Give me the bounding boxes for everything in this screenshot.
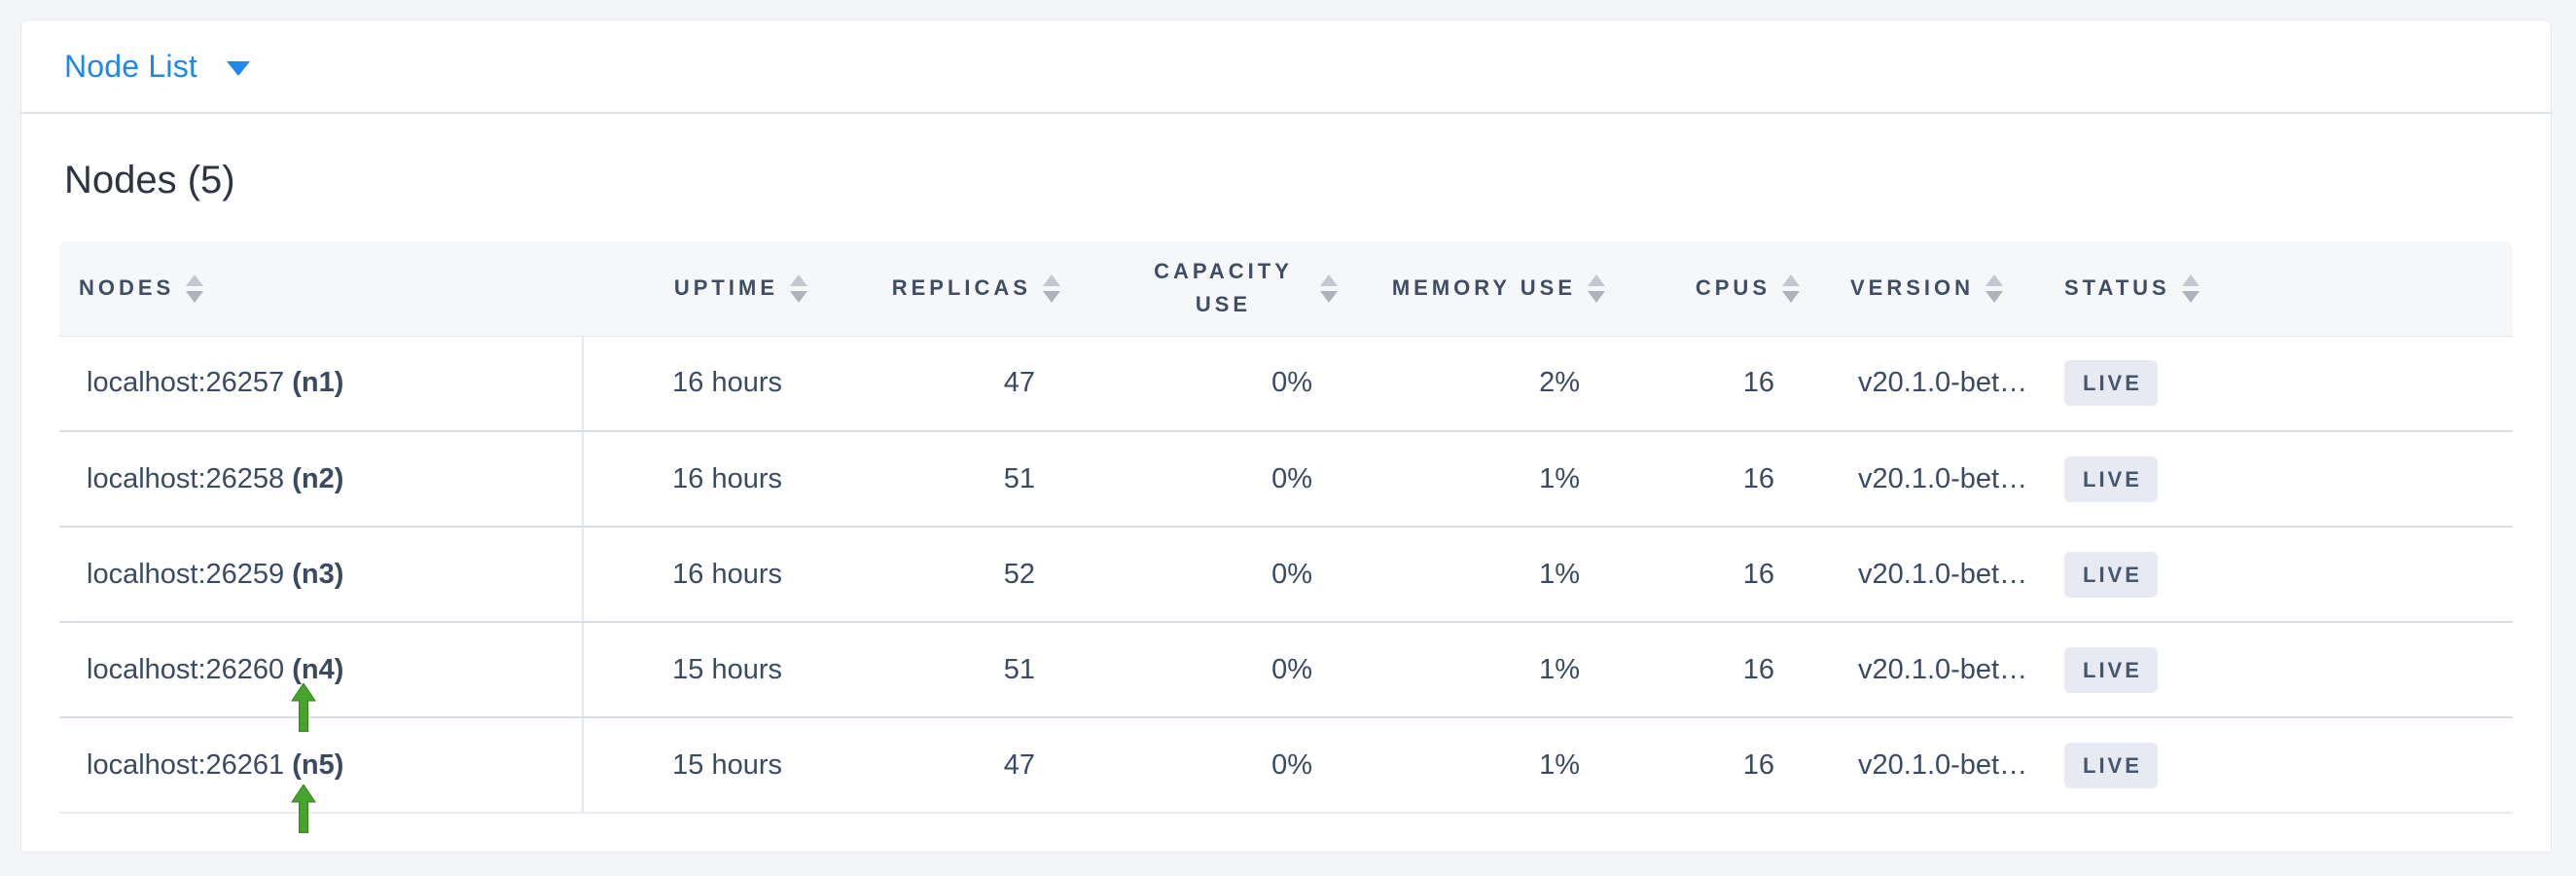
status-badge: LIVE <box>2064 646 2158 693</box>
node-address: localhost:26260 <box>87 653 285 685</box>
uptime-cell: 15 hours <box>583 717 821 814</box>
table-row: localhost:26261 (n5) 15 hours 47 0% 1% 1… <box>59 717 2513 814</box>
replicas-cell: 51 <box>821 622 1074 718</box>
capacity-use-cell: 0% <box>1074 431 1351 528</box>
column-label: REPLICAS <box>891 275 1031 301</box>
version-cell: v20.1.0-bet… <box>1813 622 2057 718</box>
node-address: localhost:26259 <box>87 558 285 590</box>
node-name-cell[interactable]: localhost:26259 (n3) <box>59 527 584 623</box>
replicas-cell: 51 <box>821 431 1074 528</box>
replicas-cell: 52 <box>821 527 1074 623</box>
chevron-down-icon <box>227 60 250 76</box>
version-cell: v20.1.0-bet… <box>1813 717 2057 814</box>
status-badge: LIVE <box>2064 551 2158 598</box>
column-label: CPUS <box>1695 275 1771 301</box>
version-cell: v20.1.0-bet… <box>1813 527 2057 623</box>
node-name-cell[interactable]: localhost:26261 (n5) <box>59 717 584 814</box>
column-header-cpus[interactable]: CPUS <box>1619 241 1813 337</box>
annotation-arrow-n5-icon <box>291 785 316 833</box>
sort-icon[interactable] <box>1986 274 2004 303</box>
memory-use-cell: 2% <box>1351 336 1619 432</box>
node-name-cell[interactable]: localhost:26258 (n2) <box>59 431 584 528</box>
uptime-cell: 16 hours <box>583 527 821 623</box>
annotation-arrow-n4-icon <box>291 683 316 732</box>
column-label: CAPACITY USE <box>1154 259 1293 317</box>
sort-icon[interactable] <box>2181 274 2200 303</box>
node-address: localhost:26261 <box>87 748 285 781</box>
view-selector-bar: Node List <box>20 19 2552 114</box>
capacity-use-cell: 0% <box>1074 527 1351 623</box>
column-label: MEMORY USE <box>1391 275 1576 301</box>
column-header-replicas[interactable]: REPLICAS <box>821 241 1074 337</box>
cpus-cell: 16 <box>1619 336 1813 432</box>
status-badge: LIVE <box>2064 360 2158 407</box>
uptime-cell: 16 hours <box>583 336 821 432</box>
uptime-cell: 16 hours <box>583 431 821 528</box>
column-header-nodes[interactable]: NODES <box>59 241 583 337</box>
uptime-cell: 15 hours <box>583 622 821 718</box>
node-name-cell[interactable]: localhost:26260 (n4) <box>59 622 584 718</box>
nodes-card: Nodes (5) NODES UPTIME <box>20 114 2552 853</box>
column-header-memory-use[interactable]: MEMORY USE <box>1351 241 1619 337</box>
table-header-row: NODES UPTIME REPLICAS <box>59 241 2513 337</box>
status-badge: LIVE <box>2064 742 2158 788</box>
sort-icon[interactable] <box>790 274 807 303</box>
replicas-cell: 47 <box>821 336 1074 432</box>
column-header-status[interactable]: STATUS <box>2057 241 2513 337</box>
node-id: (n4) <box>292 653 344 685</box>
sort-icon[interactable] <box>1320 274 1338 303</box>
node-address: localhost:26257 <box>87 367 285 399</box>
column-header-uptime[interactable]: UPTIME <box>583 241 821 337</box>
column-header-version[interactable]: VERSION <box>1813 241 2057 337</box>
node-name-cell[interactable]: localhost:26257 (n1) <box>59 336 584 432</box>
memory-use-cell: 1% <box>1351 527 1619 623</box>
table-row: localhost:26259 (n3) 16 hours 52 0% 1% 1… <box>59 527 2513 623</box>
column-label: STATUS <box>2064 275 2170 301</box>
column-label: UPTIME <box>673 275 778 301</box>
cpus-cell: 16 <box>1619 527 1813 623</box>
node-id: (n3) <box>292 558 344 590</box>
replicas-cell: 47 <box>821 717 1074 814</box>
sort-icon[interactable] <box>1782 274 1800 303</box>
column-label: VERSION <box>1850 275 1975 301</box>
capacity-use-cell: 0% <box>1074 336 1351 432</box>
node-id: (n5) <box>292 748 344 781</box>
status-badge: LIVE <box>2064 456 2158 502</box>
memory-use-cell: 1% <box>1351 717 1619 814</box>
node-list-dropdown-label: Node List <box>64 48 197 84</box>
page-title: Nodes (5) <box>64 159 235 201</box>
node-list-dropdown[interactable]: Node List <box>64 49 250 85</box>
node-address: localhost:26258 <box>87 462 285 494</box>
cpus-cell: 16 <box>1619 717 1813 814</box>
table-row: localhost:26260 (n4) 15 hours 51 0% 1% 1… <box>59 622 2513 718</box>
nodes-table: NODES UPTIME REPLICAS <box>59 241 2513 814</box>
capacity-use-cell: 0% <box>1074 717 1351 814</box>
memory-use-cell: 1% <box>1351 431 1619 528</box>
version-cell: v20.1.0-bet… <box>1813 431 2057 528</box>
cpus-cell: 16 <box>1619 622 1813 718</box>
status-cell: LIVE <box>2057 717 2513 814</box>
sort-icon[interactable] <box>186 274 204 303</box>
column-header-capacity-use[interactable]: CAPACITY USE <box>1074 241 1351 337</box>
capacity-use-cell: 0% <box>1074 622 1351 718</box>
cpus-cell: 16 <box>1619 431 1813 528</box>
column-label: NODES <box>79 275 175 301</box>
status-cell: LIVE <box>2057 622 2513 718</box>
status-cell: LIVE <box>2057 431 2513 528</box>
status-cell: LIVE <box>2057 527 2513 623</box>
memory-use-cell: 1% <box>1351 622 1619 718</box>
node-id: (n2) <box>292 462 344 494</box>
status-cell: LIVE <box>2057 336 2513 432</box>
node-id: (n1) <box>292 367 344 399</box>
sort-icon[interactable] <box>1588 274 1605 303</box>
table-row: localhost:26258 (n2) 16 hours 51 0% 1% 1… <box>59 431 2513 528</box>
version-cell: v20.1.0-bet… <box>1813 336 2057 432</box>
sort-icon[interactable] <box>1043 274 1060 303</box>
table-row: localhost:26257 (n1) 16 hours 47 0% 2% 1… <box>59 336 2513 432</box>
